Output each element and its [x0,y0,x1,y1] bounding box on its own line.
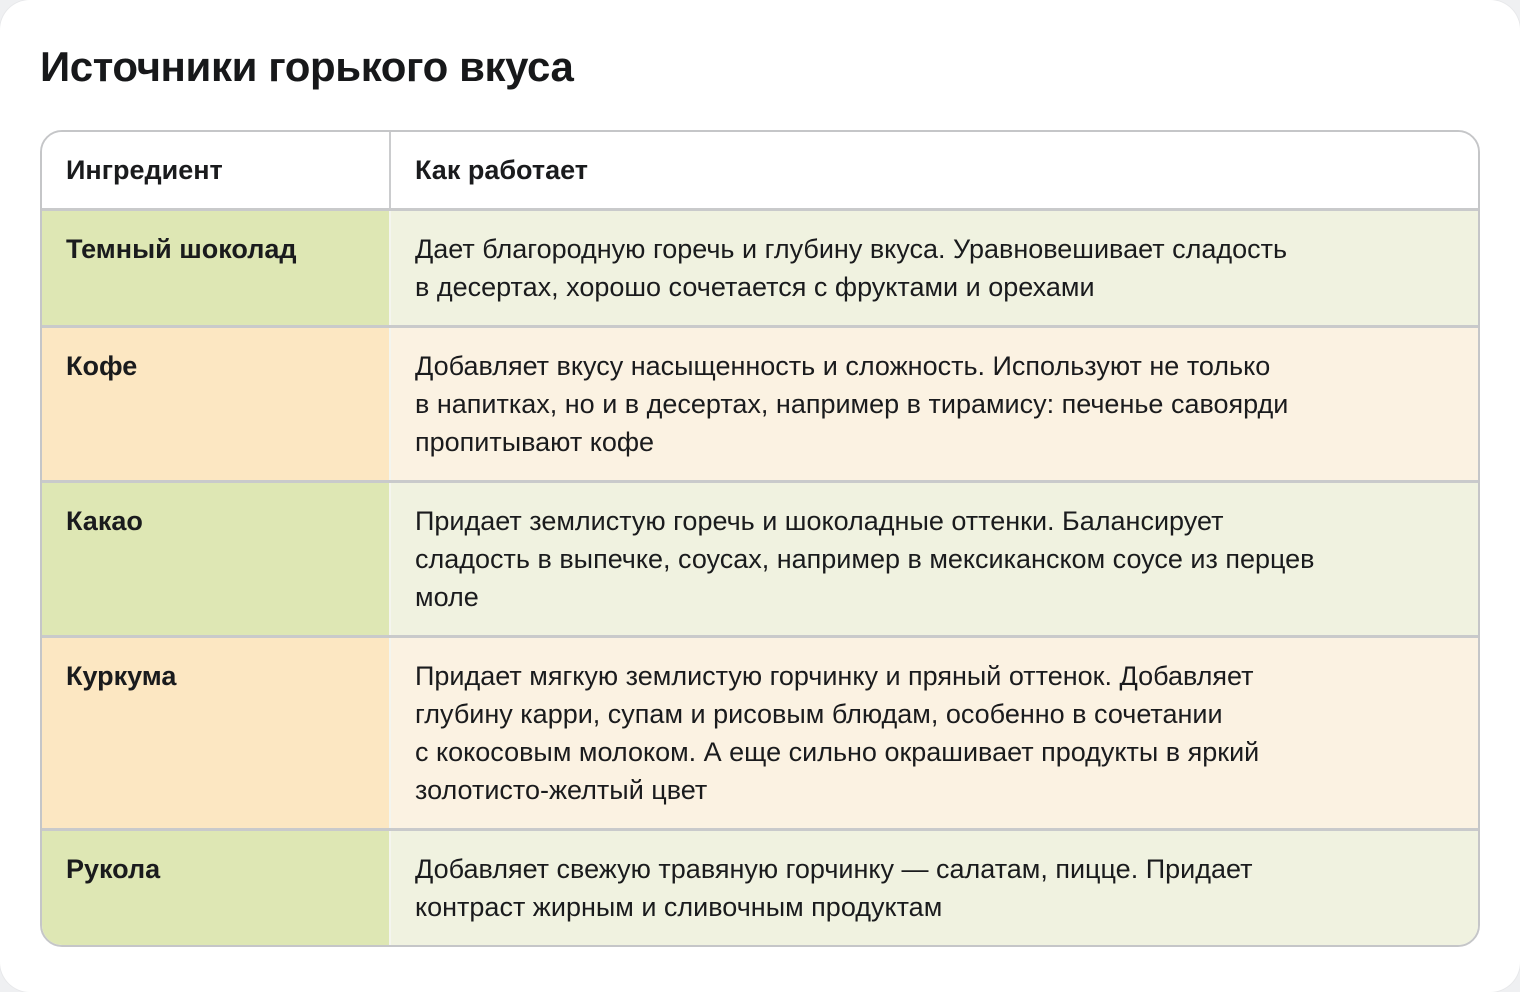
column-header-ingredient: Ингредиент [42,132,391,208]
ingredient-description: Добавляет вкусу насыщенность и сложность… [391,328,1478,480]
ingredient-name: Куркума [42,638,391,828]
table-row: Рукола Добавляет свежую травяную горчинк… [42,828,1478,945]
column-header-how-it-works: Как работает [391,132,1478,208]
bitter-sources-table: Ингредиент Как работает Темный шоколад Д… [40,130,1480,947]
ingredient-description: Придает землистую горечь и шоколадные от… [391,483,1478,635]
table-row: Темный шоколад Дает благородную горечь и… [42,208,1478,325]
ingredient-description: Добавляет свежую травяную горчинку — сал… [391,831,1478,945]
table-row: Кофе Добавляет вкусу насыщенность и слож… [42,325,1478,480]
ingredient-name: Темный шоколад [42,211,391,325]
ingredient-name: Рукола [42,831,391,945]
table-row: Куркума Придает мягкую землистую горчинк… [42,635,1478,828]
ingredient-name: Какао [42,483,391,635]
table-header-row: Ингредиент Как работает [42,132,1478,208]
page-title: Источники горького вкуса [40,43,574,90]
table-row: Какао Придает землистую горечь и шоколад… [42,480,1478,635]
ingredient-description: Дает благородную горечь и глубину вкуса.… [391,211,1478,325]
ingredient-name: Кофе [42,328,391,480]
ingredient-description: Придает мягкую землистую горчинку и прян… [391,638,1478,828]
